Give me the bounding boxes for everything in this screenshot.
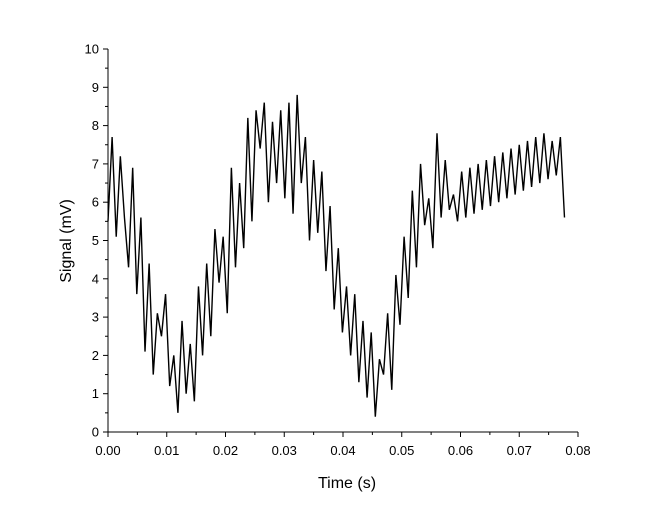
signal-line	[107, 94, 566, 417]
y-tick-label: 6	[92, 195, 99, 210]
x-tick-label: 0.06	[448, 443, 473, 458]
y-tick-label: 4	[92, 271, 99, 286]
x-tick-label: 0.08	[565, 443, 590, 458]
y-tick-label: 5	[92, 233, 99, 248]
x-tick-label: 0.02	[213, 443, 238, 458]
x-tick-label: 0.00	[95, 443, 120, 458]
y-axis: 0 1 2 3 4 5 6 7 8 9 10	[85, 42, 109, 440]
y-tick-label: 2	[92, 348, 99, 363]
y-tick-label: 1	[92, 386, 99, 401]
x-tick-label: 0.03	[272, 443, 297, 458]
x-axis: 0.00 0.01 0.02 0.03 0.04 0.05 0.06 0.07 0.08	[95, 431, 591, 458]
y-tick-label: 8	[92, 118, 99, 133]
x-tick-label: 0.07	[507, 443, 532, 458]
y-axis-title: Signal (mV)	[58, 199, 75, 283]
series-layer	[107, 94, 566, 417]
y-tick-label: 0	[92, 425, 99, 440]
x-tick-label: 0.04	[330, 443, 355, 458]
y-tick-label: 3	[92, 310, 99, 325]
y-tick-label: 9	[92, 80, 99, 95]
x-tick-label: 0.05	[389, 443, 414, 458]
y-tick-label: 7	[92, 156, 99, 171]
x-tick-label: 0.01	[154, 443, 179, 458]
y-tick-label: 10	[85, 42, 99, 57]
x-axis-title: Time (s)	[318, 475, 376, 492]
